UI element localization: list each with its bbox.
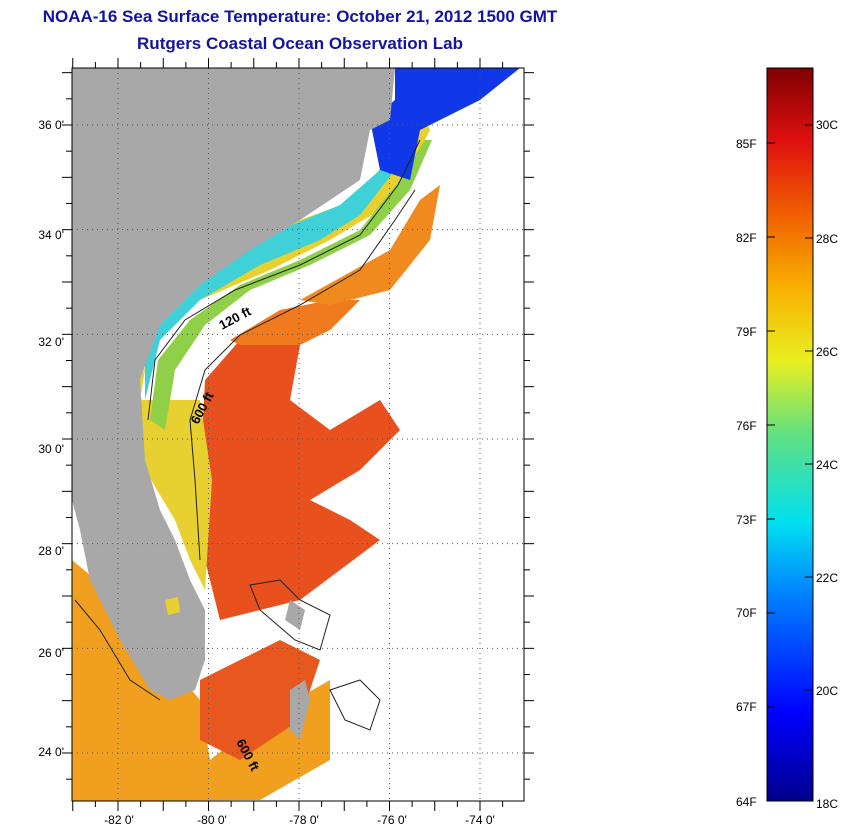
lat-label-32: 32 0': [38, 335, 64, 349]
contour-bahamas-1: [249, 579, 331, 651]
colorbar-label-64f: 64F: [736, 795, 757, 809]
colorbar-label-79f: 79F: [736, 325, 757, 339]
lake-okeechobee: [165, 597, 180, 615]
colorbar-label-70f: 70F: [736, 606, 757, 620]
map-grid: [72, 68, 524, 801]
colorbar-label-18c: 18C: [816, 797, 839, 811]
colorbar-label-85f: 85F: [736, 137, 757, 151]
colorbar-label-20c: 20C: [816, 684, 839, 698]
map-title: NOAA-16 Sea Surface Temperature: October…: [42, 7, 558, 26]
lat-label-26: 26 0': [38, 646, 64, 660]
lat-label-34: 34 0': [38, 228, 64, 242]
map-frame: [71, 67, 525, 802]
sst-field: [72, 68, 520, 801]
lon-label-80: -80 0': [197, 813, 227, 827]
colorbar-label-67f: 67F: [736, 700, 757, 714]
lon-label-74: -74 0': [465, 813, 495, 827]
lat-label-30: 30 0': [38, 442, 64, 456]
sst-cyan-band: [145, 128, 420, 400]
map-subtitle: Rutgers Coastal Ocean Observation Lab: [137, 34, 463, 53]
lat-label-36: 36 0': [38, 118, 64, 132]
sst-orange-region: [230, 300, 360, 345]
colorbar-ticks: [767, 124, 813, 802]
lon-label-82: -82 0': [104, 813, 134, 827]
colorbar: [766, 67, 814, 802]
colorbar-label-24c: 24C: [816, 458, 839, 472]
colorbar-label-82f: 82F: [736, 231, 757, 245]
colorbar-label-22c: 22C: [816, 571, 839, 585]
colorbar-label-73f: 73F: [736, 513, 757, 527]
colorbar-label-30c: 30C: [816, 118, 839, 132]
bahamas-island-2: [285, 600, 305, 630]
contour-bahamas-2: [329, 679, 381, 731]
contour-600ft: [189, 189, 416, 561]
pamlico-sound: [390, 110, 415, 170]
sst-warm-region: [200, 340, 400, 620]
depth-contours: [74, 139, 421, 731]
sst-orange-north: [300, 185, 440, 305]
contour-120ft: [147, 139, 421, 421]
colorbar-label-26c: 26C: [816, 345, 839, 359]
lon-label-76: -76 0': [377, 813, 407, 827]
sst-south-warm: [200, 640, 320, 760]
colorbar-label-76f: 76F: [736, 419, 757, 433]
map-ticks: [62, 58, 534, 811]
lat-label-24: 24 0': [38, 745, 64, 759]
bahamas-island-1: [290, 680, 310, 740]
contour-gulf: [74, 599, 161, 701]
lat-label-28: 28 0': [38, 544, 64, 558]
colorbar-label-28c: 28C: [816, 232, 839, 246]
land-mass: [72, 68, 395, 700]
lon-label-78: -78 0': [289, 813, 319, 827]
